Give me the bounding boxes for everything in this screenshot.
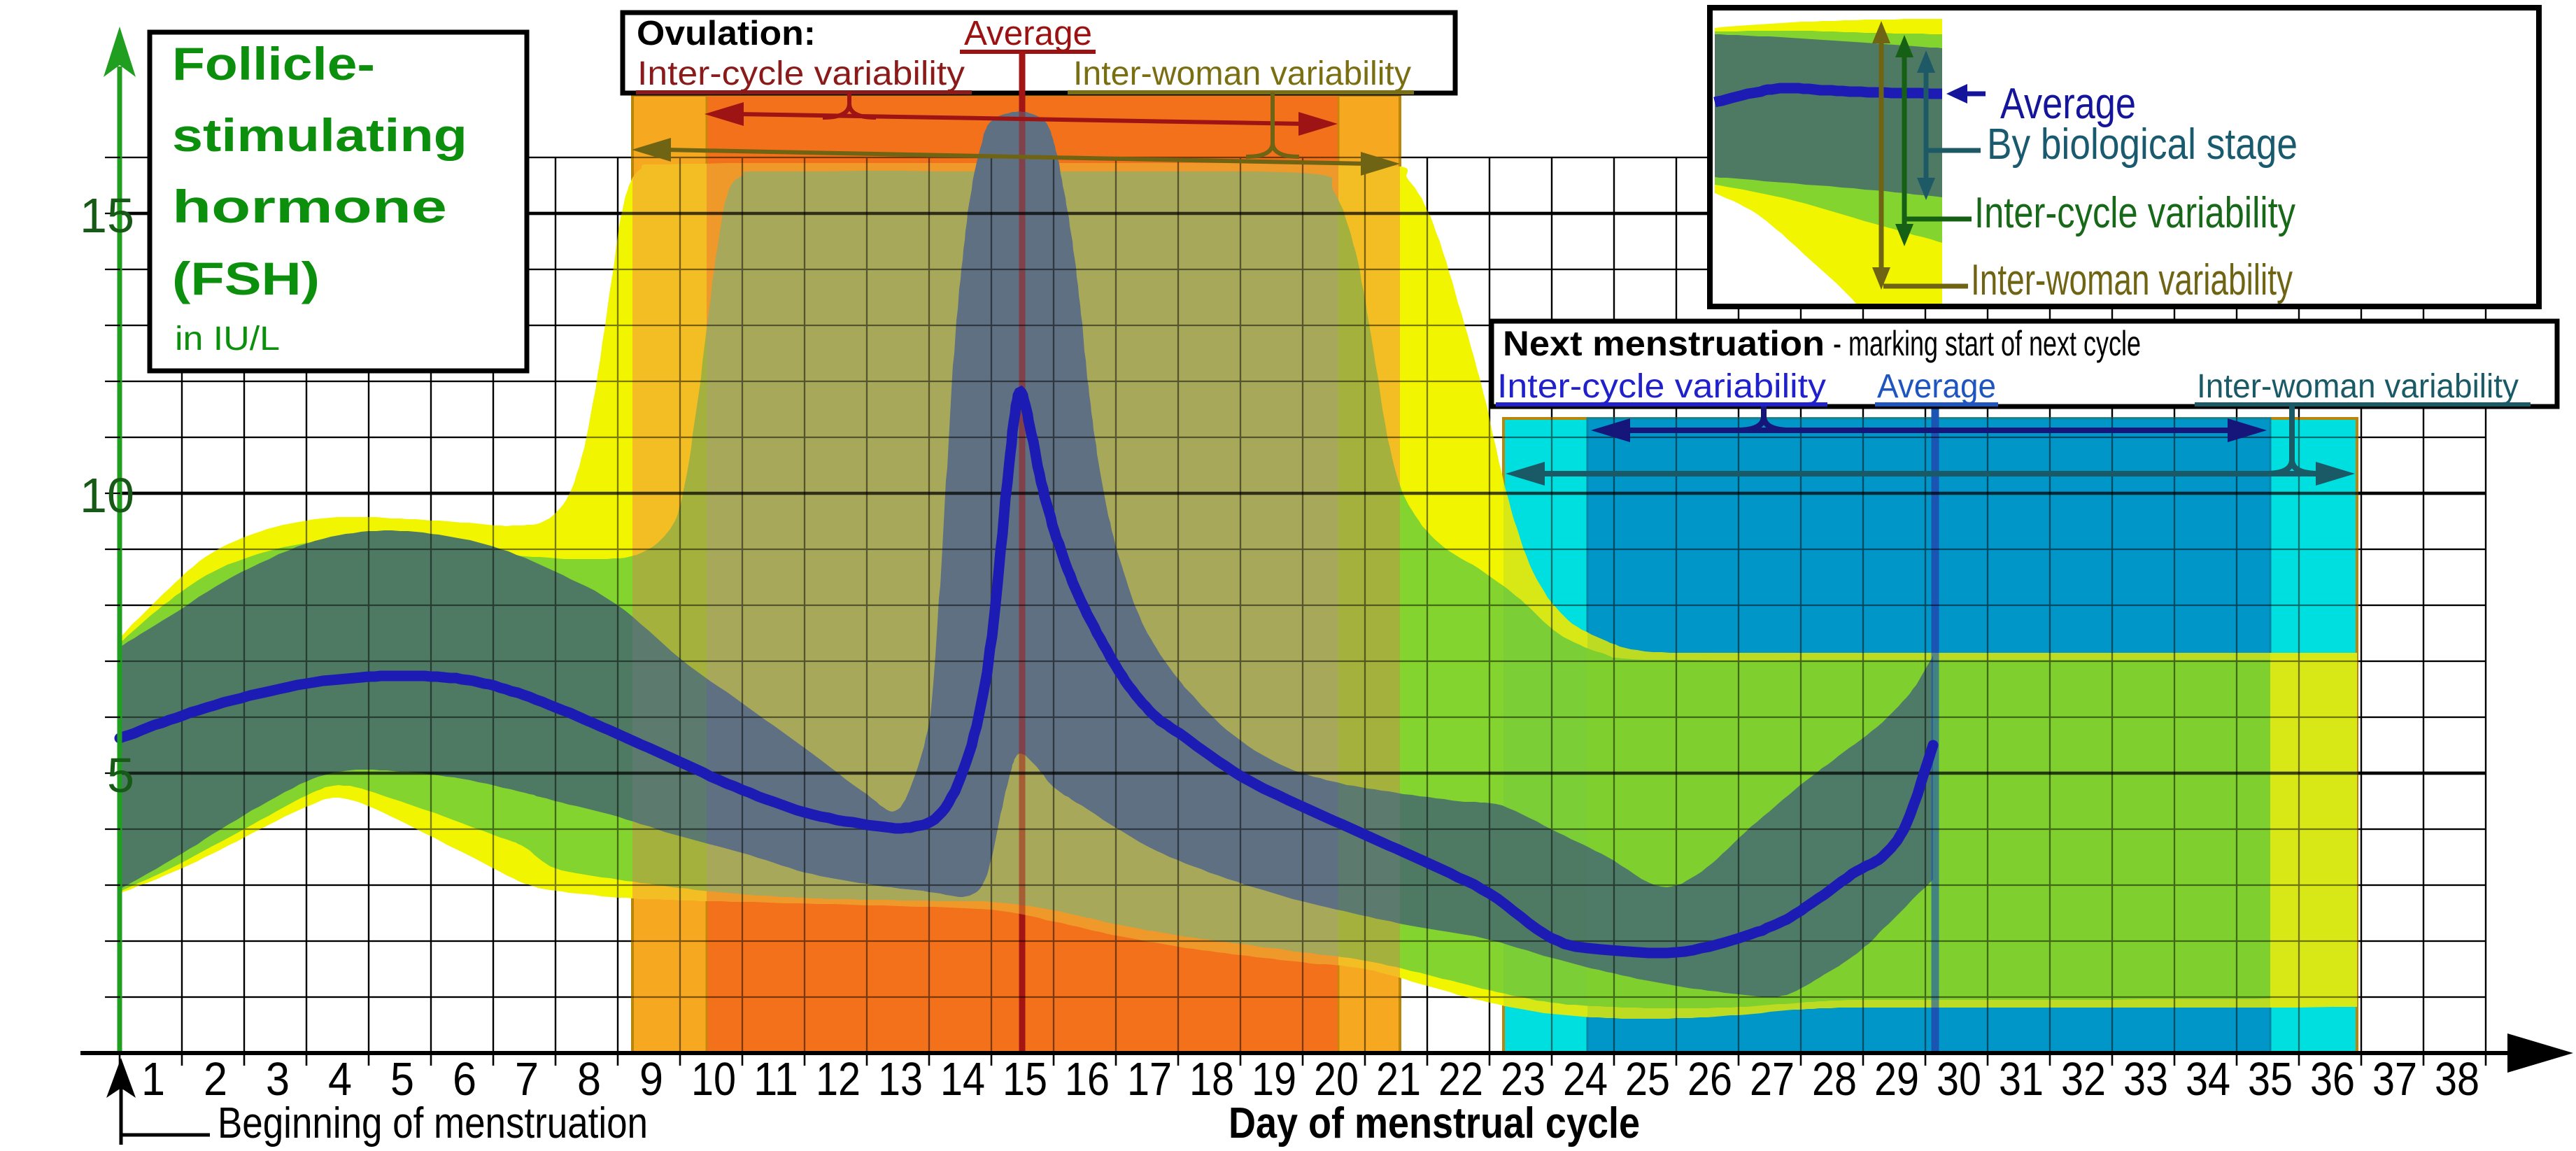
svg-text:in IU/L: in IU/L (175, 320, 280, 358)
svg-text:30: 30 (1937, 1053, 1981, 1106)
svg-text:36: 36 (2310, 1053, 2355, 1106)
svg-text:19: 19 (1252, 1053, 1296, 1106)
svg-text:Beginning of menstruation: Beginning of menstruation (218, 1099, 648, 1148)
svg-text:7: 7 (515, 1053, 539, 1106)
svg-text:15: 15 (80, 188, 134, 243)
svg-text:Inter-cycle variability: Inter-cycle variability (1497, 368, 1826, 405)
svg-text:35: 35 (2248, 1053, 2293, 1106)
svg-text:14: 14 (940, 1053, 985, 1106)
svg-text:16: 16 (1065, 1053, 1110, 1106)
svg-text:- marking start of next cycle: - marking start of next cycle (1833, 324, 2141, 363)
svg-text:4: 4 (328, 1053, 352, 1106)
svg-text:5: 5 (107, 748, 134, 803)
svg-text:10: 10 (80, 468, 134, 523)
svg-text:Day of menstrual cycle: Day of menstrual cycle (1229, 1099, 1640, 1148)
svg-text:21: 21 (1376, 1053, 1421, 1106)
svg-text:hormone: hormone (172, 181, 447, 232)
svg-text:(FSH): (FSH) (172, 253, 320, 304)
svg-text:3: 3 (266, 1053, 290, 1106)
svg-text:12: 12 (816, 1053, 861, 1106)
svg-text:24: 24 (1563, 1053, 1608, 1106)
svg-text:Next menstruation: Next menstruation (1503, 324, 1825, 363)
svg-text:Inter-woman variability: Inter-woman variability (2197, 368, 2519, 405)
svg-text:31: 31 (1999, 1053, 2044, 1106)
svg-text:37: 37 (2372, 1053, 2417, 1106)
svg-text:By biological stage: By biological stage (1987, 120, 2298, 169)
svg-text:11: 11 (753, 1053, 798, 1106)
svg-text:15: 15 (1003, 1053, 1047, 1106)
svg-text:38: 38 (2435, 1053, 2479, 1106)
svg-text:25: 25 (1625, 1053, 1670, 1106)
svg-text:27: 27 (1750, 1053, 1795, 1106)
svg-text:29: 29 (1874, 1053, 1919, 1106)
svg-text:Inter-cycle variability: Inter-cycle variability (1974, 189, 2295, 237)
svg-text:13: 13 (878, 1053, 923, 1106)
svg-text:Follicle-: Follicle- (172, 38, 375, 90)
svg-text:Average: Average (1877, 368, 1996, 405)
svg-text:Average: Average (2000, 80, 2136, 128)
svg-text:33: 33 (2123, 1053, 2168, 1106)
svg-text:5: 5 (390, 1053, 414, 1106)
svg-text:26: 26 (1687, 1053, 1732, 1106)
svg-text:10: 10 (691, 1053, 736, 1106)
svg-text:34: 34 (2186, 1053, 2230, 1106)
svg-text:Inter-cycle variability: Inter-cycle variability (637, 55, 965, 92)
svg-text:Inter-woman variability: Inter-woman variability (1073, 55, 1411, 92)
svg-text:20: 20 (1314, 1053, 1359, 1106)
svg-text:stimulating: stimulating (172, 109, 467, 161)
svg-text:9: 9 (639, 1053, 663, 1106)
svg-text:22: 22 (1438, 1053, 1483, 1106)
svg-text:8: 8 (577, 1053, 601, 1106)
svg-text:18: 18 (1189, 1053, 1234, 1106)
svg-text:32: 32 (2061, 1053, 2106, 1106)
svg-text:28: 28 (1812, 1053, 1857, 1106)
svg-text:Ovulation:: Ovulation: (637, 15, 816, 52)
svg-text:Inter-woman variability: Inter-woman variability (1971, 256, 2293, 304)
svg-text:2: 2 (204, 1053, 227, 1106)
svg-text:Average: Average (964, 15, 1092, 52)
svg-text:1: 1 (141, 1053, 165, 1106)
svg-text:17: 17 (1127, 1053, 1172, 1106)
svg-text:23: 23 (1501, 1053, 1545, 1106)
svg-text:6: 6 (453, 1053, 476, 1106)
